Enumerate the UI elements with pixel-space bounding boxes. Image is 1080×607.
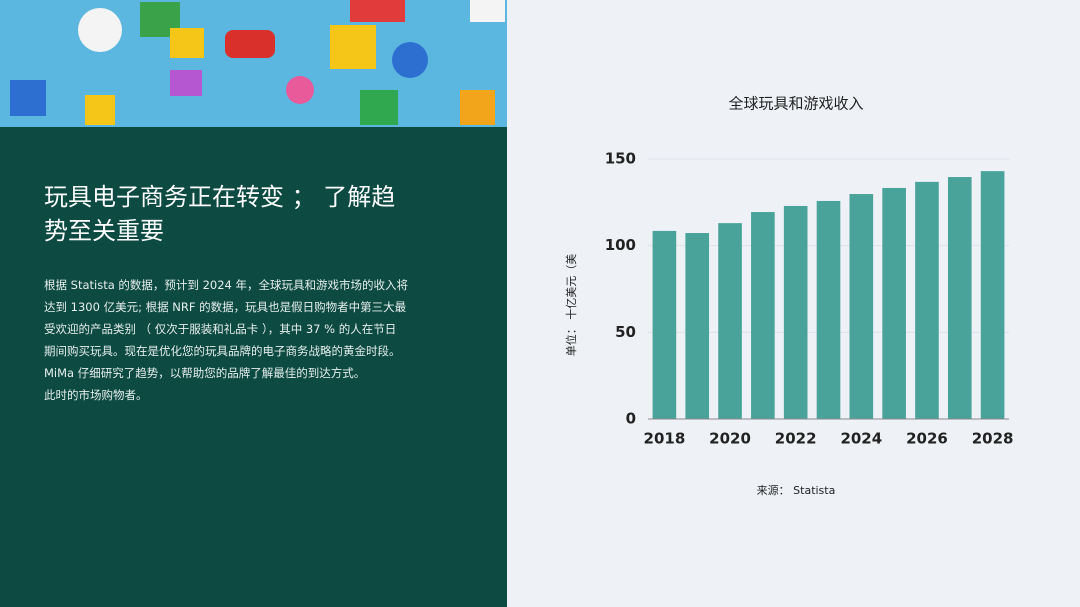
bar [751,212,775,419]
bar [849,194,874,419]
toys-image [0,0,507,127]
body-text: 根据 Statista 的数据，预计到 2024 年，全球玩具和游戏市场的收入将 [44,278,408,292]
x-tick-label: 2026 [906,430,948,448]
bar [685,233,710,419]
x-tick-label: 2024 [840,430,882,448]
y-axis-label: 单位： 十亿美元（美 [564,254,578,357]
y-tick-label: 0 [626,410,636,428]
bar [882,187,906,419]
panel-title: 势至关重要 [44,217,164,245]
panel-title: 玩具电子商务正在转变 ； 了解趋 [44,183,396,211]
bar [652,230,677,419]
x-tick-label: 2020 [709,430,751,448]
chart: 全球玩具和游戏收入 单位： 十亿美元（美 来源： Statista 0 50 100… [564,95,1014,498]
bar [980,171,1005,419]
x-tick-label: 2022 [775,430,817,448]
body-text: 受欢迎的产品类别 （ 仅次于服装和礼品卡 ），其中 37 % 的人在节日 [44,322,397,336]
body-text: 达到 1300 亿美元; 根据 NRF 的数据，玩具也是假日购物者中第三大最 [44,300,407,314]
bar [718,223,742,419]
y-tick-label: 100 [605,236,636,254]
x-tick-label: 2018 [644,430,686,448]
bar [816,200,841,419]
y-tick-label: 150 [605,150,636,168]
text-panel: 玩具电子商务正在转变 ； 了解趋 势至关重要 根据 Statista 的数据，预… [0,127,507,607]
body-text: 此时的市场购物者。 [44,388,148,402]
bar [947,177,972,419]
x-tick-label: 2028 [972,430,1014,448]
chart-title: 全球玩具和游戏收入 [728,95,863,113]
body-text: 期间购买玩具。现在是优化您的玩具品牌的电子商务战略的黄金时段。 [44,344,401,358]
bar [915,181,939,419]
bar [783,205,808,419]
body-text: MiMa 仔细研究了趋势，以帮助您的品牌了解最佳的到达方式。 [44,366,366,380]
source: 来源： Statista [757,483,836,497]
y-tick-label: 50 [615,323,636,341]
